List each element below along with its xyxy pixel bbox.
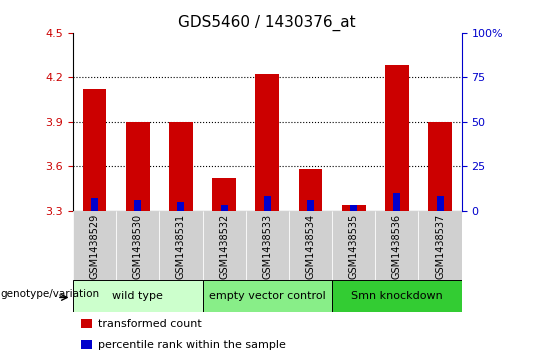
Bar [212, 178, 236, 211]
Text: GSM1438535: GSM1438535 [349, 214, 359, 279]
Bar [73, 211, 116, 280]
Text: GSM1438531: GSM1438531 [176, 214, 186, 279]
Bar [83, 89, 106, 211]
Bar [169, 122, 193, 211]
Text: GSM1438536: GSM1438536 [392, 214, 402, 279]
Text: GSM1438530: GSM1438530 [133, 214, 143, 279]
Text: empty vector control: empty vector control [209, 291, 326, 301]
Bar [307, 200, 314, 211]
Bar [159, 211, 202, 280]
Bar [418, 211, 462, 280]
Text: GSM1438533: GSM1438533 [262, 214, 272, 279]
Bar [332, 211, 375, 280]
Text: genotype/variation: genotype/variation [0, 289, 99, 299]
Bar [202, 280, 332, 312]
Bar [264, 196, 271, 211]
Bar [332, 280, 462, 312]
Bar [134, 200, 141, 211]
Bar [80, 319, 92, 328]
Bar [375, 211, 418, 280]
Bar [220, 205, 228, 211]
Text: GSM1438529: GSM1438529 [90, 214, 99, 279]
Bar [436, 196, 444, 211]
Bar [255, 74, 279, 211]
Text: Smn knockdown: Smn knockdown [351, 291, 443, 301]
Bar [202, 211, 246, 280]
Text: GSM1438534: GSM1438534 [306, 214, 315, 279]
Bar [126, 122, 150, 211]
Text: GSM1438532: GSM1438532 [219, 214, 229, 279]
Text: GSM1438537: GSM1438537 [435, 214, 445, 279]
Bar [350, 205, 357, 211]
Bar [299, 169, 322, 211]
Bar [91, 198, 98, 211]
Bar [116, 211, 159, 280]
Bar [177, 202, 185, 211]
Bar [428, 122, 452, 211]
Bar [289, 211, 332, 280]
Bar [385, 65, 409, 211]
Text: percentile rank within the sample: percentile rank within the sample [98, 340, 286, 350]
Bar [342, 205, 366, 211]
Bar [80, 340, 92, 349]
Bar [393, 193, 401, 211]
Title: GDS5460 / 1430376_at: GDS5460 / 1430376_at [179, 15, 356, 31]
Text: transformed count: transformed count [98, 318, 202, 329]
Bar [73, 280, 202, 312]
Text: wild type: wild type [112, 291, 163, 301]
Bar [246, 211, 289, 280]
